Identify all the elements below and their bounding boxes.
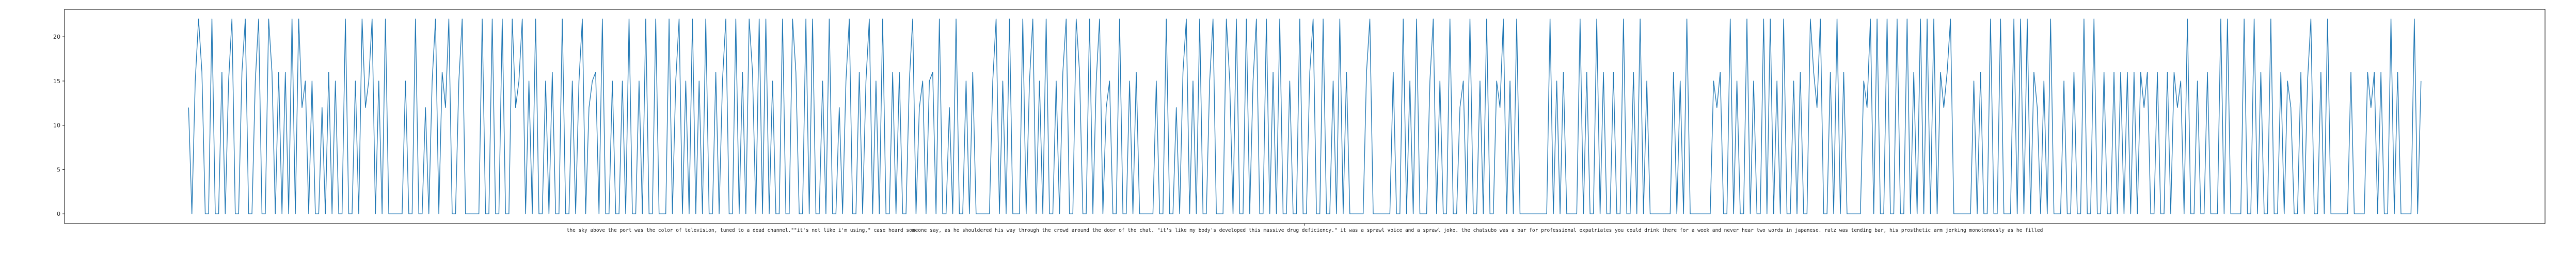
y-tick-label: 20 <box>53 34 60 40</box>
x-tick-label: the sky above the port was the color of … <box>567 228 2043 233</box>
y-tick-label: 5 <box>57 166 60 173</box>
plot-area: 0 5 10 15 20 the sky above the port was the … <box>53 9 2546 233</box>
x-axis: the sky above the port was the color of … <box>567 224 2043 233</box>
y-tick-label: 15 <box>53 78 60 85</box>
y-tick-label: 0 <box>57 211 60 217</box>
y-axis: 0 5 10 15 20 <box>53 34 65 217</box>
series-layer <box>188 19 2422 214</box>
series-line <box>188 19 2422 214</box>
y-tick-label: 10 <box>53 122 60 129</box>
